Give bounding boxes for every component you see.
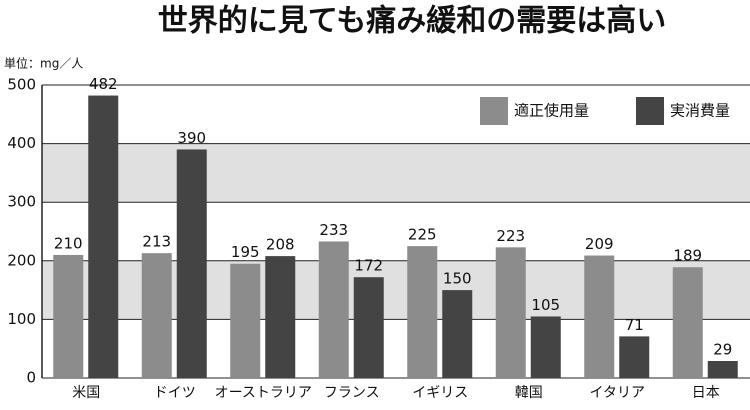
y-tick-label: 400: [7, 134, 36, 152]
value-label: 225: [408, 226, 437, 244]
unit-label: 単位：mg／人: [4, 56, 83, 71]
bar: [495, 247, 526, 378]
value-label: 208: [266, 236, 295, 254]
legend-swatch: [636, 97, 664, 125]
grid-band: [42, 143, 750, 203]
value-label: 150: [443, 270, 472, 288]
value-label: 210: [54, 234, 83, 252]
bar: [88, 95, 119, 378]
legend-label: 実消費量: [670, 102, 730, 120]
x-tick-label: 日本: [692, 385, 720, 401]
bar: [141, 253, 172, 378]
legend-label: 適正使用量: [514, 102, 589, 120]
bar: [707, 361, 738, 378]
x-tick-label: イギリス: [412, 385, 468, 401]
value-label: 29: [713, 341, 732, 359]
bar: [619, 336, 650, 378]
value-label: 223: [496, 227, 525, 245]
chart-title: 世界的に見ても痛み緩和の需要は高い: [158, 4, 667, 39]
value-label: 71: [625, 316, 644, 334]
bar: [230, 263, 261, 378]
value-label: 482: [89, 75, 118, 93]
bar: [407, 246, 438, 378]
bar: [353, 277, 384, 378]
x-tick-label: ドイツ: [154, 385, 196, 401]
bar: [265, 256, 296, 378]
bar: [176, 149, 207, 378]
x-tick-label: 米国: [72, 385, 100, 401]
bar: [442, 290, 473, 378]
value-label: 189: [673, 247, 702, 265]
x-tick-label: 韓国: [515, 385, 543, 401]
value-label: 213: [142, 233, 171, 251]
value-label: 195: [231, 243, 260, 261]
value-label: 172: [354, 257, 383, 275]
value-label: 105: [531, 296, 560, 314]
bar: [53, 254, 84, 378]
y-tick-label: 300: [7, 193, 36, 211]
x-tick-label: イタリア: [590, 385, 645, 401]
bar: [318, 241, 349, 378]
x-tick-label: フランス: [324, 385, 380, 401]
value-label: 233: [319, 221, 348, 239]
y-tick-label: 0: [26, 369, 36, 387]
y-tick-label: 200: [7, 251, 36, 269]
x-tick-label: オーストラリア: [215, 385, 312, 401]
bar: [584, 255, 615, 378]
y-tick-label: 100: [7, 310, 36, 328]
y-tick-label: 500: [7, 76, 36, 94]
value-label: 390: [177, 129, 206, 147]
value-label: 209: [585, 235, 614, 253]
bar: [530, 316, 561, 378]
bar: [672, 267, 703, 378]
legend-swatch: [480, 97, 508, 125]
